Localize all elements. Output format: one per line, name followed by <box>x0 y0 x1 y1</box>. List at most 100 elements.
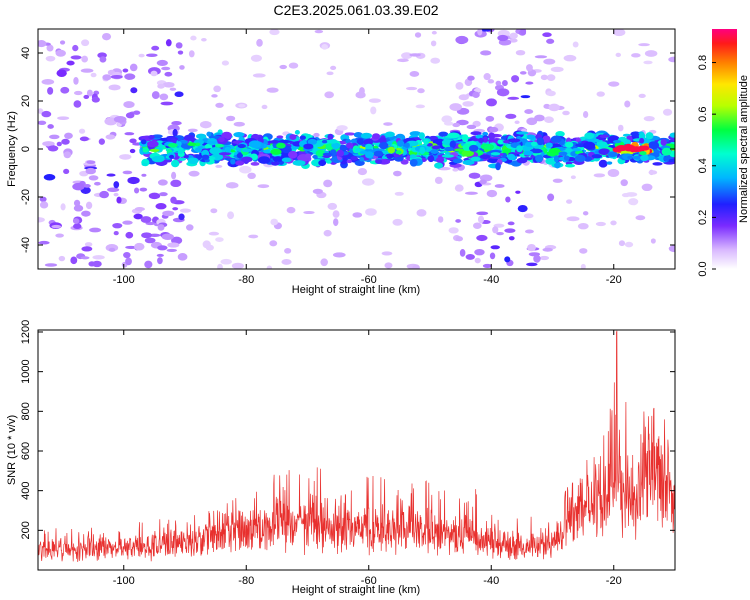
spectrogram-cell <box>384 262 393 269</box>
spectrogram-cell <box>405 86 418 91</box>
spectrogram-cell <box>452 168 459 172</box>
spectrogram-cell <box>430 149 439 154</box>
spectrogram-cell <box>236 152 244 159</box>
spectrogram-cell <box>185 224 194 231</box>
snr-x-tick-label: -20 <box>606 575 622 587</box>
spectrogram-cell <box>257 156 271 164</box>
snr-panel: -100 -80 -60 -40 -20 200 400 600 800 1000 1200 He… <box>6 320 676 596</box>
spectrogram-cell <box>332 252 346 258</box>
spectrogram-cell <box>177 50 184 55</box>
spectrogram-cell <box>113 115 127 123</box>
snr-x-tick-label: -40 <box>483 575 499 587</box>
spectrogram-cell <box>480 50 492 56</box>
spectrogram-cell <box>459 249 466 257</box>
spectrogram-cell <box>270 218 279 226</box>
spectrogram-cell <box>221 131 233 140</box>
spectrogram-cell <box>57 116 70 120</box>
spectrogram-cell <box>668 158 675 162</box>
spectrogram-cell <box>564 163 576 168</box>
spectrogram-cell <box>217 263 223 269</box>
spectrogram-cell <box>140 216 152 223</box>
spectrogram-cell <box>209 147 223 155</box>
spectrogram-cell <box>257 184 270 189</box>
spectrogram-cell <box>166 248 177 252</box>
spectrogram-cell <box>304 153 312 158</box>
spectrogram-cell <box>529 148 543 154</box>
spectrogram-cell <box>215 164 223 168</box>
spectrogram-cell <box>598 148 610 155</box>
spectrogram-cell <box>201 38 207 42</box>
spectrogram-cell <box>83 94 90 99</box>
spectrogram-cell <box>321 43 328 50</box>
spectrogram-cell <box>574 154 586 163</box>
spectrogram-cell <box>359 150 368 155</box>
spectrogram-y-tick-label: 20 <box>20 95 32 107</box>
spectrogram-cell <box>509 38 518 43</box>
spectrogram-cell <box>346 159 353 164</box>
spectrogram-cell <box>409 159 418 167</box>
chart-title: C2E3.2025.061.03.39.E02 <box>273 2 438 18</box>
spectrogram-cell <box>80 68 94 73</box>
spectrogram-cell <box>323 229 332 237</box>
spectrogram-cell <box>584 132 595 140</box>
spectrogram-panel: -100 -80 -60 -40 -20 -40 -20 0 20 40 Height of s… <box>6 28 676 296</box>
spectrogram-cell <box>545 142 553 149</box>
spectrogram-cell <box>612 29 626 37</box>
spectrogram-cell <box>270 148 282 155</box>
spectrogram-cell <box>122 220 133 225</box>
spectrogram-cell <box>80 256 90 260</box>
spectrogram-cell <box>360 132 373 139</box>
spectrogram-cell <box>477 29 483 36</box>
spectrogram-cell <box>455 219 461 223</box>
spectrogram-cell <box>183 134 195 141</box>
spectrogram-cell <box>492 226 499 234</box>
spectrogram-cell <box>336 125 348 131</box>
spectrogram-y-axis-label: Frequency (Hz) <box>6 111 18 187</box>
spectrogram-cell <box>430 40 437 47</box>
spectrogram-cell <box>49 134 60 140</box>
spectrogram-cell <box>155 203 167 210</box>
snr-y-tick-label: 1200 <box>20 320 32 344</box>
spectrogram-y-tick-label: 40 <box>20 47 32 59</box>
spectrogram-cell <box>545 157 557 165</box>
spectrogram-cell <box>455 82 464 90</box>
spectrogram-cell <box>272 156 284 162</box>
spectrogram-cell <box>621 193 631 198</box>
spectrogram-cell <box>129 63 138 72</box>
spectrogram-cell <box>336 149 345 157</box>
spectrogram-cell <box>250 161 260 166</box>
spectrogram-x-ticks: -100 -80 -60 -40 -20 <box>113 29 622 286</box>
spectrogram-cell <box>419 146 426 155</box>
spectrogram-cell <box>81 210 91 217</box>
spectrogram-cell <box>511 75 520 83</box>
spectrogram-cell <box>535 154 544 163</box>
spectrogram-cell <box>482 263 492 269</box>
spectrogram-cell <box>540 74 548 81</box>
spectrogram-cell <box>144 260 153 269</box>
spectrogram-cell <box>640 154 649 162</box>
spectrogram-cell <box>546 74 556 81</box>
spectrogram-cell <box>160 101 174 106</box>
spectrogram-cell <box>617 124 624 132</box>
spectrogram-x-axis-label: Height of straight line (km) <box>292 284 420 296</box>
spectrogram-cell <box>461 149 474 157</box>
snr-y-tick-label: 200 <box>20 521 32 539</box>
spectrogram-cell <box>327 133 334 140</box>
colorbar-tick-label: 0.4 <box>697 158 709 173</box>
spectrogram-cell <box>417 88 425 94</box>
spectrogram-cell <box>60 86 70 94</box>
spectrogram-cell <box>44 263 58 267</box>
spectrogram-cell <box>38 240 50 245</box>
spectrogram-cell <box>357 167 368 176</box>
spectrogram-cell <box>409 71 420 77</box>
spectrogram-cell <box>628 198 639 206</box>
spectrogram-cell <box>434 162 444 169</box>
spectrogram-cell <box>284 248 292 254</box>
spectrogram-cell <box>527 243 536 252</box>
spectrogram-cell <box>412 264 420 269</box>
spectrogram-cell <box>523 213 534 219</box>
spectrogram-cell <box>483 73 491 81</box>
snr-y-tick-label: 400 <box>20 481 32 499</box>
spectrogram-cell <box>618 240 626 247</box>
